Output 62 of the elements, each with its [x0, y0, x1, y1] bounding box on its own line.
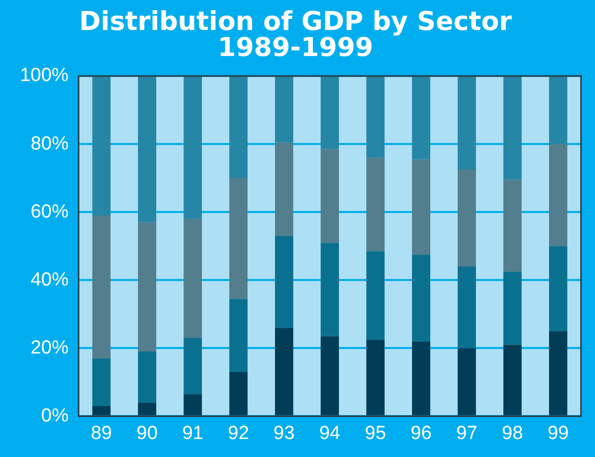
bar: [184, 338, 202, 394]
bar: [458, 348, 476, 416]
bar: [229, 76, 248, 178]
bar: [320, 242, 339, 336]
bar: [138, 76, 156, 222]
bar: [274, 76, 294, 142]
y-tick-label: 0%: [41, 405, 69, 426]
bar: [503, 76, 522, 180]
x-tick-label: 99: [548, 422, 569, 444]
bar: [138, 402, 156, 416]
bar: [320, 76, 339, 150]
bar: [549, 331, 568, 416]
x-tick-label: 95: [364, 422, 386, 444]
x-tick-label: 89: [90, 422, 112, 444]
bar: [366, 158, 385, 252]
bar: [229, 372, 248, 416]
x-tick-label: 90: [136, 422, 158, 444]
bar: [549, 246, 568, 332]
bar: [184, 76, 202, 219]
y-tick-label: 60%: [30, 201, 69, 222]
x-tick-label: 97: [456, 422, 478, 444]
y-tick-label: 20%: [30, 337, 69, 358]
bar: [229, 178, 248, 299]
y-tick-label: 40%: [30, 269, 69, 290]
bar: [458, 170, 476, 267]
bar: [458, 76, 476, 170]
bar: [412, 254, 430, 342]
bar: [92, 215, 111, 358]
bar: [412, 76, 430, 160]
bar: [412, 159, 430, 255]
bar: [274, 236, 294, 328]
bar: [549, 144, 568, 246]
bar: [458, 266, 476, 348]
x-tick-label: 92: [228, 422, 250, 444]
y-tick-label: 80%: [30, 133, 69, 154]
bar: [92, 76, 111, 216]
bar: [138, 352, 156, 403]
bar: [184, 394, 202, 416]
bar: [366, 76, 385, 158]
x-tick-label: 93: [274, 422, 295, 444]
bar: [229, 298, 248, 372]
x-tick-label: 98: [502, 422, 524, 444]
bar: [549, 76, 568, 144]
bar: [92, 406, 111, 416]
bar: [503, 344, 522, 416]
bar: [92, 358, 111, 406]
bar: [503, 180, 522, 272]
bar: [412, 341, 430, 416]
x-tick-label: 96: [410, 422, 432, 444]
chart-title: Distribution of GDP by Sector 1989-1999: [79, 6, 512, 63]
x-tick-label: 94: [319, 422, 341, 444]
x-tick-label: 91: [182, 422, 204, 444]
bar: [503, 272, 522, 345]
bar: [138, 222, 156, 352]
bar: [320, 336, 339, 416]
bar: [320, 149, 339, 243]
bar: [274, 328, 294, 416]
bar: [366, 340, 385, 416]
bar: [366, 251, 385, 340]
y-tick-label: 100%: [20, 65, 69, 86]
bar: [184, 218, 202, 338]
bar: [274, 142, 294, 236]
